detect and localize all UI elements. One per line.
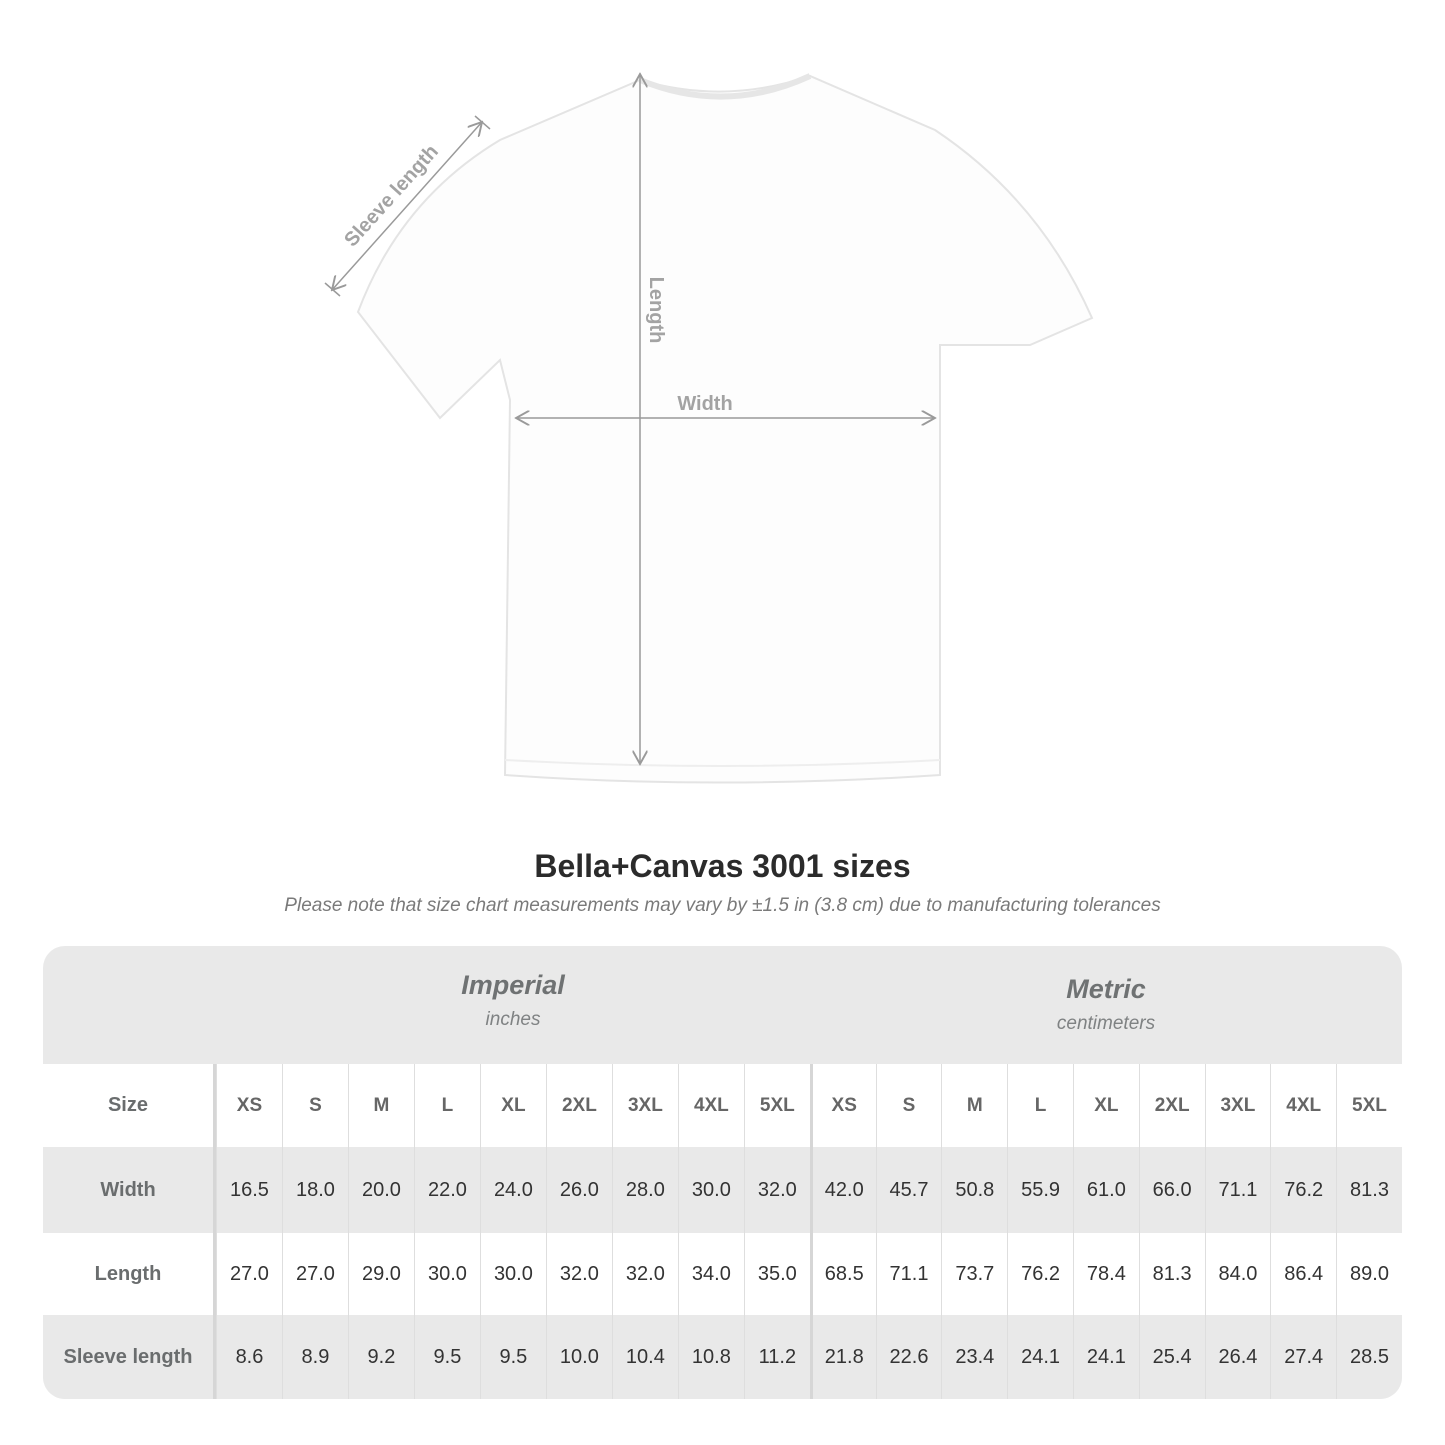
imperial-unit: inches	[485, 1009, 541, 1030]
value-cell: 26.0	[545, 1147, 612, 1233]
size-header-cell: L	[413, 1064, 480, 1147]
tolerance-note: Please note that size chart measurements…	[284, 895, 1161, 916]
value-cell: 30.0	[413, 1233, 480, 1315]
imperial-title: Imperial	[461, 970, 565, 1000]
value-cell: 55.9	[1007, 1147, 1073, 1233]
value-cell: 24.0	[479, 1147, 546, 1233]
value-cell: 86.4	[1270, 1233, 1336, 1315]
value-cell: 20.0	[347, 1147, 414, 1233]
size-header-cell: 5XL	[743, 1064, 810, 1147]
metric-title: Metric	[1066, 974, 1146, 1004]
value-cell: 28.5	[1336, 1315, 1402, 1399]
value-cell: 8.6	[215, 1315, 282, 1399]
table-row: Sleeve length 8.6 8.9 9.2 9.5 9.5 10.0 10.4 10.8…	[43, 1315, 1402, 1399]
row-label: Size	[43, 1064, 216, 1147]
value-cell: 89.0	[1336, 1233, 1402, 1315]
value-cell: 22.6	[875, 1315, 942, 1399]
value-cell: 32.0	[545, 1233, 612, 1315]
row-label: Sleeve length	[43, 1315, 216, 1399]
value-cell: 68.5	[809, 1233, 876, 1315]
value-cell: 66.0	[1138, 1147, 1205, 1233]
value-cell: 81.3	[1336, 1147, 1402, 1233]
value-cell: 9.5	[413, 1315, 480, 1399]
metric-unit: centimeters	[1056, 1013, 1156, 1034]
value-cell: 16.5	[215, 1147, 282, 1233]
width-label: Width	[677, 393, 732, 415]
value-cell: 18.0	[281, 1147, 348, 1233]
value-cell: 26.4	[1204, 1315, 1271, 1399]
value-cell: 78.4	[1072, 1233, 1139, 1315]
value-cell: 25.4	[1138, 1315, 1205, 1399]
size-header-cell: 4XL	[1270, 1064, 1336, 1147]
value-cell: 84.0	[1204, 1233, 1271, 1315]
value-cell: 76.2	[1007, 1233, 1073, 1315]
size-header-cell: M	[941, 1064, 1007, 1147]
size-header-row: Size XS S M L XL 2XL 3XL 4XL 5XL XS S M L XL 2XL 3XL 4XL 5…	[43, 1064, 1402, 1147]
size-header-cell: 3XL	[1204, 1064, 1271, 1147]
imperial-header: Imperial inches	[216, 946, 810, 1064]
value-cell: 73.7	[941, 1233, 1007, 1315]
size-header-cell: XL	[479, 1064, 546, 1147]
value-cell: 32.0	[743, 1147, 810, 1233]
value-cell: 45.7	[875, 1147, 942, 1233]
size-table: Imperial inches Metric centimeters Size X…	[43, 946, 1402, 1399]
row-label: Width	[43, 1147, 216, 1233]
row-label: Length	[43, 1233, 216, 1315]
value-cell: 27.4	[1270, 1315, 1336, 1399]
value-cell: 28.0	[611, 1147, 678, 1233]
value-cell: 71.1	[1204, 1147, 1271, 1233]
size-header-cell: M	[347, 1064, 414, 1147]
value-cell: 9.5	[479, 1315, 546, 1399]
value-cell: 27.0	[281, 1233, 348, 1315]
size-header-cell: XS	[215, 1064, 282, 1147]
value-cell: 35.0	[743, 1233, 810, 1315]
value-cell: 32.0	[611, 1233, 678, 1315]
value-cell: 9.2	[347, 1315, 414, 1399]
size-header-cell: S	[875, 1064, 942, 1147]
value-cell: 22.0	[413, 1147, 480, 1233]
table-row: Length 27.0 27.0 29.0 30.0 30.0 32.0 32.0 34.0 35…	[43, 1233, 1402, 1315]
value-cell: 30.0	[479, 1233, 546, 1315]
size-header-cell: 4XL	[677, 1064, 744, 1147]
value-cell: 50.8	[941, 1147, 1007, 1233]
value-cell: 76.2	[1270, 1147, 1336, 1233]
size-header-cell: 5XL	[1336, 1064, 1402, 1147]
value-cell: 29.0	[347, 1233, 414, 1315]
size-header-cell: 2XL	[1138, 1064, 1205, 1147]
value-cell: 24.1	[1072, 1315, 1139, 1399]
value-cell: 24.1	[1007, 1315, 1073, 1399]
size-header-cell: 2XL	[545, 1064, 612, 1147]
table-row: Width 16.5 18.0 20.0 22.0 24.0 26.0 28.0 30.0 32.…	[43, 1147, 1402, 1233]
value-cell: 23.4	[941, 1315, 1007, 1399]
value-cell: 81.3	[1138, 1233, 1205, 1315]
value-cell: 34.0	[677, 1233, 744, 1315]
metric-header: Metric centimeters	[810, 950, 1402, 1068]
value-cell: 10.8	[677, 1315, 744, 1399]
sleeve-arrow	[332, 122, 482, 290]
value-cell: 21.8	[809, 1315, 876, 1399]
value-cell: 61.0	[1072, 1147, 1139, 1233]
value-cell: 11.2	[743, 1315, 810, 1399]
length-label: Length	[645, 277, 667, 344]
size-header-cell: S	[281, 1064, 348, 1147]
size-header-cell: XL	[1072, 1064, 1139, 1147]
value-cell: 71.1	[875, 1233, 942, 1315]
value-cell: 10.0	[545, 1315, 612, 1399]
tshirt-shape	[356, 74, 1094, 784]
size-header-cell: L	[1007, 1064, 1073, 1147]
value-cell: 42.0	[809, 1147, 876, 1233]
value-cell: 10.4	[611, 1315, 678, 1399]
tshirt-diagram: Width Length Sleeve length	[324, 0, 1094, 784]
size-header-cell: 3XL	[611, 1064, 678, 1147]
value-cell: 27.0	[215, 1233, 282, 1315]
chart-title: Bella+Canvas 3001 sizes	[534, 848, 911, 884]
value-cell: 30.0	[677, 1147, 744, 1233]
value-cell: 8.9	[281, 1315, 348, 1399]
size-header-cell: XS	[809, 1064, 876, 1147]
